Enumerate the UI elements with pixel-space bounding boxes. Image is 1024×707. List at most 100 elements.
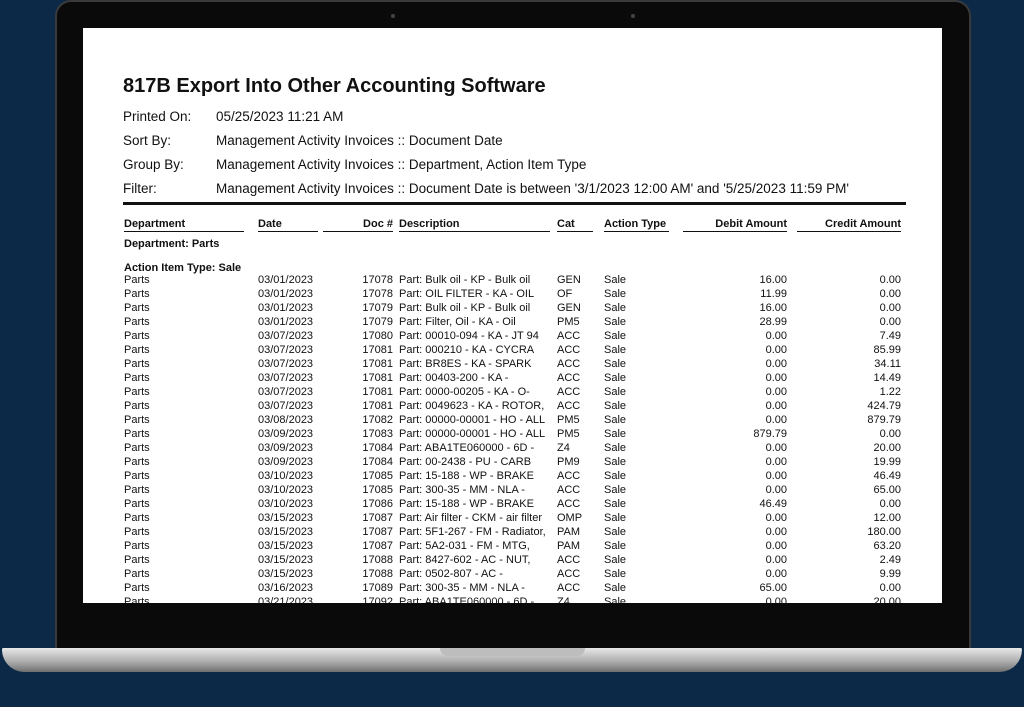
cell-description: Part: 0502-807 - AC - — [399, 568, 503, 580]
column-header[interactable]: Department — [124, 218, 244, 232]
cell-department: Parts — [124, 554, 150, 566]
cell-description: Part: 00403-200 - KA - — [399, 372, 509, 384]
meta-row: Sort By: Management Activity Invoices :: … — [123, 133, 503, 148]
cell-cat: ACC — [557, 400, 581, 412]
cell-description: Part: Filter, Oil - KA - Oil — [399, 316, 516, 328]
table-row: Parts 03/15/2023 17087 Part: 5A2-031 - FM -… — [83, 540, 942, 554]
cell-department: Parts — [124, 512, 150, 524]
cell-doc: 17080 — [362, 330, 393, 342]
column-header[interactable]: Credit Amount — [797, 218, 901, 232]
cell-debit: 879.79 — [753, 428, 787, 440]
cell-action-type: Sale — [604, 400, 627, 412]
cell-debit: 28.99 — [759, 316, 787, 328]
cell-cat: PM5 — [557, 316, 580, 328]
meta-label: Printed On: — [123, 109, 192, 124]
cell-cat: OF — [557, 288, 573, 300]
cell-doc: 17092 — [362, 596, 393, 603]
cell-credit: 0.00 — [879, 582, 901, 594]
cell-department: Parts — [124, 344, 150, 356]
cell-doc: 17087 — [362, 526, 393, 538]
cell-doc: 17079 — [362, 316, 393, 328]
cell-debit: 0.00 — [765, 596, 787, 603]
cell-action-type: Sale — [604, 596, 627, 603]
cell-credit: 424.79 — [867, 400, 901, 412]
camera-dot — [391, 14, 395, 18]
column-header[interactable]: Description — [399, 218, 550, 232]
cell-credit: 7.49 — [879, 330, 901, 342]
cell-cat: ACC — [557, 568, 581, 580]
cell-date: 03/15/2023 — [258, 568, 314, 580]
cell-action-type: Sale — [604, 512, 627, 524]
cell-debit: 0.00 — [765, 330, 787, 342]
cell-department: Parts — [124, 428, 150, 440]
cell-debit: 46.49 — [759, 498, 787, 510]
cell-date: 03/21/2023 — [258, 596, 314, 603]
cell-date: 03/07/2023 — [258, 400, 314, 412]
cell-action-type: Sale — [604, 330, 627, 342]
cell-debit: 0.00 — [765, 568, 787, 580]
column-header[interactable]: Doc # — [323, 218, 393, 232]
cell-description: Part: 300-35 - MM - NLA - — [399, 582, 525, 594]
table-row: Parts 03/10/2023 17086 Part: 15-188 - WP - … — [83, 498, 942, 512]
cell-doc: 17084 — [362, 442, 393, 454]
cell-description: Part: 300-35 - MM - NLA - — [399, 484, 525, 496]
cell-doc: 17085 — [362, 484, 393, 496]
cell-department: Parts — [124, 372, 150, 384]
cell-department: Parts — [124, 400, 150, 412]
cell-credit: 0.00 — [879, 498, 901, 510]
cell-description: Part: Bulk oil - KP - Bulk oil — [399, 302, 531, 314]
cell-action-type: Sale — [604, 554, 627, 566]
cell-action-type: Sale — [604, 344, 627, 356]
column-header[interactable]: Cat — [557, 218, 593, 232]
cell-debit: 0.00 — [765, 554, 787, 566]
cell-date: 03/15/2023 — [258, 540, 314, 552]
cell-doc: 17081 — [362, 344, 393, 356]
table-row: Parts 03/01/2023 17078 Part: OIL FILTER - K… — [83, 288, 942, 302]
cell-doc: 17088 — [362, 568, 393, 580]
cell-cat: PAM — [557, 526, 581, 538]
cell-action-type: Sale — [604, 582, 627, 594]
cell-action-type: Sale — [604, 288, 627, 300]
cell-date: 03/15/2023 — [258, 512, 314, 524]
cell-department: Parts — [124, 330, 150, 342]
meta-value: Management Activity Invoices :: Document… — [216, 181, 849, 196]
meta-label: Group By: — [123, 157, 184, 172]
cell-description: Part: 00000-00001 - HO - ALL — [399, 428, 546, 440]
cell-credit: 0.00 — [879, 288, 901, 300]
cell-action-type: Sale — [604, 470, 627, 482]
table-row: Parts 03/01/2023 17079 Part: Filter, Oil - … — [83, 316, 942, 330]
cell-cat: ACC — [557, 484, 581, 496]
meta-value: 05/25/2023 11:21 AM — [216, 109, 344, 124]
cell-action-type: Sale — [604, 526, 627, 538]
cell-department: Parts — [124, 442, 150, 454]
cell-action-type: Sale — [604, 414, 627, 426]
cell-action-type: Sale — [604, 274, 627, 286]
cell-description: Part: Bulk oil - KP - Bulk oil — [399, 274, 531, 286]
cell-cat: ACC — [557, 386, 581, 398]
cell-description: Part: 5F1-267 - FM - Radiator, — [399, 526, 546, 538]
cell-date: 03/07/2023 — [258, 372, 314, 384]
table-row: Parts 03/10/2023 17085 Part: 300-35 - MM - … — [83, 484, 942, 498]
cell-description: Part: 15-188 - WP - BRAKE — [399, 498, 534, 510]
cell-credit: 20.00 — [873, 442, 901, 454]
cell-description: Part: 000210 - KA - CYCRA — [399, 344, 535, 356]
cell-debit: 0.00 — [765, 414, 787, 426]
table-row: Parts 03/07/2023 17080 Part: 00010-094 - KA… — [83, 330, 942, 344]
column-header[interactable]: Debit Amount — [683, 218, 787, 232]
table-row: Parts 03/15/2023 17087 Part: 5F1-267 - FM -… — [83, 526, 942, 540]
cell-action-type: Sale — [604, 568, 627, 580]
cell-description: Part: 00000-00001 - HO - ALL — [399, 414, 546, 426]
cell-department: Parts — [124, 582, 150, 594]
cell-description: Part: 0049623 - KA - ROTOR, — [399, 400, 545, 412]
cell-description: Part: 8427-602 - AC - NUT, — [399, 554, 531, 566]
cell-credit: 12.00 — [873, 512, 901, 524]
cell-description: Part: ABA1TE060000 - 6D - — [399, 442, 535, 454]
table-row: Parts 03/15/2023 17088 Part: 0502-807 - AC … — [83, 568, 942, 582]
column-header[interactable]: Date — [258, 218, 318, 232]
cell-date: 03/07/2023 — [258, 386, 314, 398]
cell-action-type: Sale — [604, 456, 627, 468]
column-header[interactable]: Action Type — [604, 218, 669, 232]
cell-debit: 11.99 — [760, 288, 787, 300]
table-row: Parts 03/01/2023 17078 Part: Bulk oil - KP … — [83, 274, 942, 288]
meta-row: Filter: Management Activity Invoices :: D… — [123, 181, 849, 196]
